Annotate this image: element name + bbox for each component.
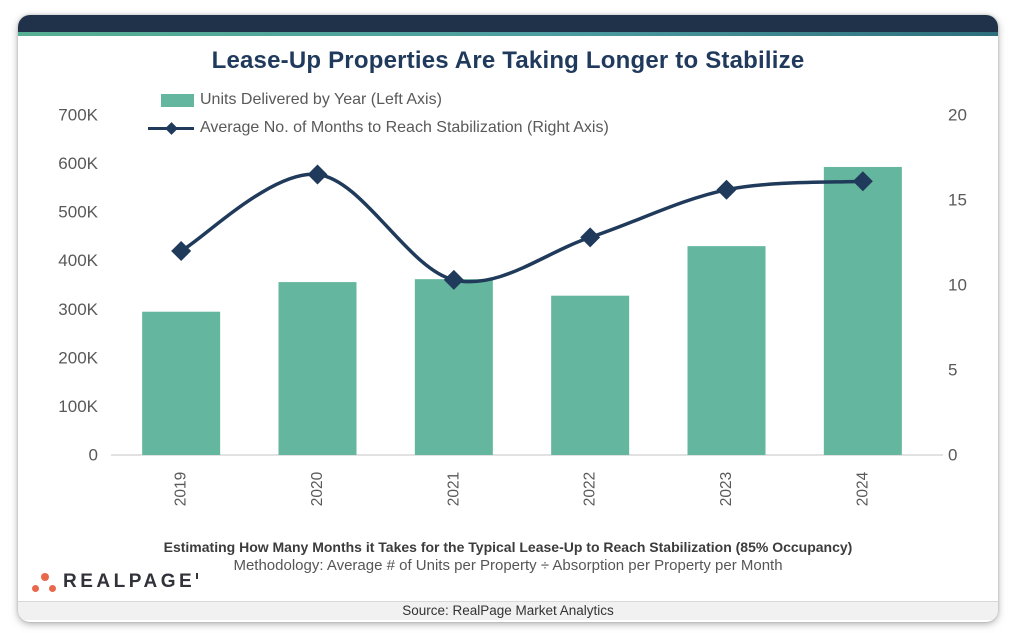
left-axis-tick-label: 600K (58, 154, 98, 173)
right-axis-tick-label: 20 (948, 106, 967, 125)
x-axis-year-label: 2019 (173, 472, 190, 506)
chart-card: Lease-Up Properties Are Taking Longer to… (18, 15, 998, 622)
accent-strip (18, 32, 998, 36)
units-bar (414, 279, 493, 455)
chart-title: Lease-Up Properties Are Taking Longer to… (211, 47, 805, 74)
left-axis-tick-label: 500K (58, 203, 98, 222)
line-point-diamond (171, 241, 192, 261)
left-axis-tick-label: 0 (89, 446, 98, 465)
left-axis-tick-label: 400K (58, 251, 98, 270)
units-bar (823, 166, 902, 455)
left-axis-tick-label: 100K (58, 397, 98, 416)
units-bar (551, 295, 630, 455)
legend-bar-marker-col (148, 93, 194, 107)
line-point-diamond (307, 164, 328, 185)
diamond-marker-icon (164, 121, 178, 135)
legend-line-marker-icon (148, 121, 194, 135)
logo-dot (41, 573, 49, 581)
right-axis-tick-label: 0 (948, 446, 957, 465)
chart-svg: 0 100K 200K 300K 400K 500K 600K 700K 0 5 10 15 20 201… (58, 106, 967, 507)
line-point-diamond (443, 269, 464, 290)
line-point-diamond (580, 227, 601, 248)
trademark-mark (196, 573, 199, 579)
source-text: Source: RealPage Market Analytics (402, 603, 614, 618)
legend-line-label: Average No. of Months to Reach Stabiliza… (200, 119, 609, 136)
chart-area: 0 100K 200K 300K 400K 500K 600K 700K 0 5 10 15 20 201… (18, 85, 998, 530)
units-bar (142, 311, 221, 455)
x-axis-year-label: 2023 (718, 472, 735, 506)
source-bar: Source: RealPage Market Analytics (18, 601, 998, 620)
x-axis-year-label: 2020 (309, 471, 326, 506)
caption-methodology: Methodology: Average # of Units per Prop… (233, 557, 783, 574)
legend: Units Delivered by Year (Left Axis) Aver… (148, 86, 609, 142)
line-point-diamond (716, 179, 737, 200)
units-bar (687, 246, 766, 455)
logo-dot (49, 585, 56, 592)
x-axis-year-label: 2021 (445, 472, 462, 506)
left-axis-tick-label: 700K (58, 106, 98, 125)
legend-item-bars: Units Delivered by Year (Left Axis) (148, 86, 609, 114)
right-axis-tick-label: 5 (948, 361, 957, 380)
right-axis-tick-label: 15 (948, 191, 967, 210)
left-axis-tick-label: 300K (58, 300, 98, 319)
caption-primary: Estimating How Many Months it Takes for … (163, 539, 853, 555)
left-axis-tick-label: 200K (58, 348, 98, 367)
units-bar (278, 282, 357, 455)
legend-bar-label: Units Delivered by Year (Left Axis) (200, 91, 442, 108)
legend-bar-swatch-icon (161, 93, 194, 107)
line-point-diamond (852, 171, 873, 192)
logo-dot (32, 585, 39, 592)
x-axis-year-label: 2022 (582, 472, 599, 506)
legend-item-line: Average No. of Months to Reach Stabiliza… (148, 114, 609, 142)
logo-text: REALPAGE (63, 571, 196, 592)
realpage-logo: REALPAGE (30, 568, 199, 596)
caption-block: Estimating How Many Months it Takes for … (18, 539, 998, 575)
top-bar (18, 15, 998, 32)
x-axis-year-label: 2024 (854, 471, 871, 506)
logo-dots-icon (30, 568, 60, 596)
right-axis-tick-label: 10 (948, 276, 967, 295)
